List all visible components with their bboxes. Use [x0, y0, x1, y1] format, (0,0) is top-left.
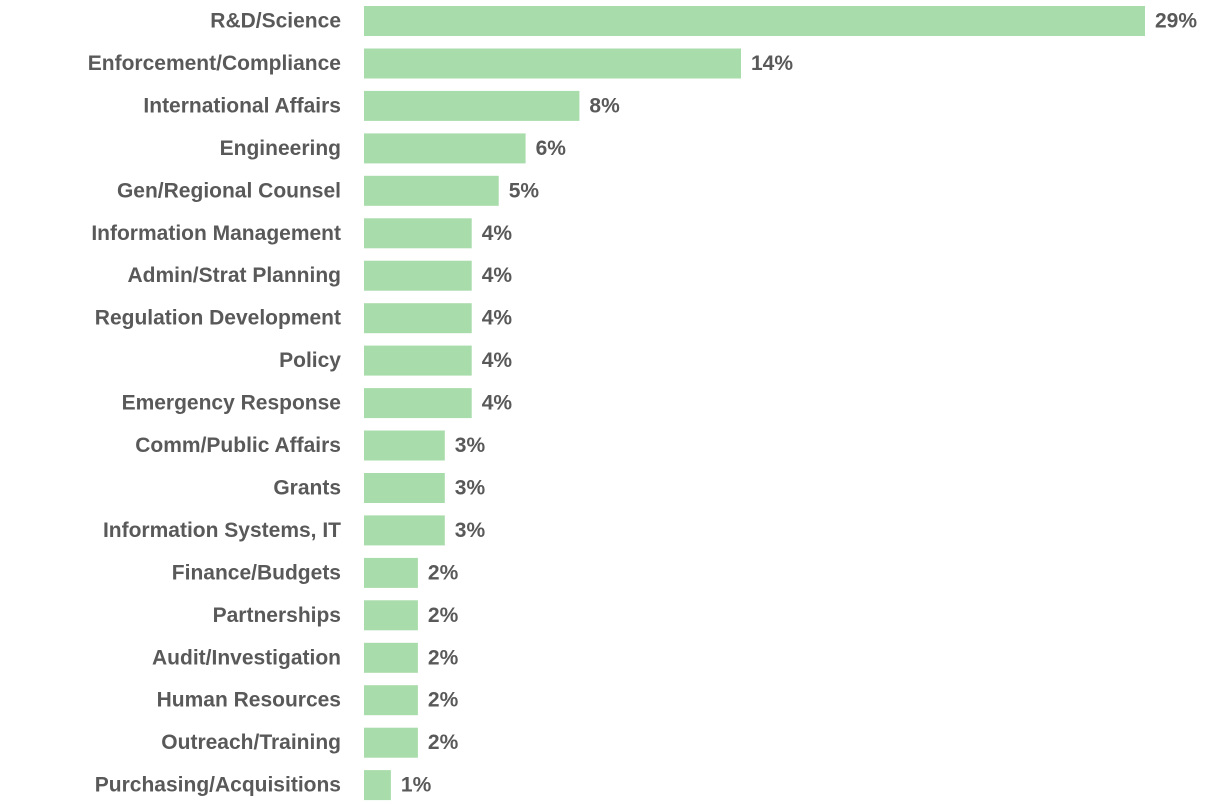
- bar-15: [364, 642, 418, 673]
- bar-12: [364, 515, 445, 546]
- bar-4: [364, 175, 499, 206]
- bar-14: [364, 600, 418, 631]
- category-label-13: Finance/Budgets: [172, 561, 341, 584]
- bar-11: [364, 473, 445, 503]
- category-label-8: Policy: [279, 349, 341, 372]
- bar-18: [364, 770, 391, 801]
- category-label-2: International Affairs: [143, 94, 341, 117]
- category-label-4: Gen/Regional Counsel: [117, 179, 341, 202]
- value-label-2: 8%: [589, 94, 620, 117]
- value-label-16: 2%: [428, 689, 459, 712]
- bar-6: [364, 260, 472, 291]
- value-label-9: 4%: [482, 392, 513, 415]
- value-label-18: 1%: [401, 774, 432, 797]
- bar-16: [364, 685, 418, 716]
- category-label-10: Comm/Public Affairs: [135, 434, 341, 457]
- category-label-5: Information Management: [91, 222, 341, 245]
- bar-1: [364, 48, 741, 79]
- value-label-5: 4%: [482, 222, 513, 245]
- value-label-14: 2%: [428, 604, 459, 627]
- value-label-4: 5%: [509, 179, 540, 202]
- category-label-17: Outreach/Training: [161, 731, 341, 754]
- bar-17: [364, 727, 418, 758]
- value-label-7: 4%: [482, 307, 513, 330]
- category-label-15: Audit/Investigation: [152, 646, 341, 669]
- category-label-12: Information Systems, IT: [103, 519, 341, 542]
- value-labels-group: 29% 14% 8% 6% 5% 4% 4% 4% 4% 4% 3% 3% 3% 2% 2% 2% 2% 2% 1%: [401, 10, 1197, 797]
- value-label-6: 4%: [482, 264, 513, 287]
- value-label-8: 4%: [482, 349, 513, 372]
- value-label-17: 2%: [428, 731, 459, 754]
- value-label-12: 3%: [455, 519, 486, 542]
- category-label-16: Human Resources: [157, 689, 341, 712]
- category-label-6: Admin/Strat Planning: [127, 264, 341, 287]
- bar-13: [364, 557, 418, 588]
- bar-7: [364, 303, 472, 334]
- value-label-1: 14%: [751, 52, 793, 75]
- category-label-0: R&D/Science: [210, 10, 341, 33]
- bar-5: [364, 218, 472, 249]
- category-labels-group: R&D/Science Enforcement/Compliance Interna…: [88, 10, 342, 797]
- category-label-3: Engineering: [220, 137, 341, 160]
- bar-10: [364, 430, 445, 461]
- category-label-11: Grants: [273, 477, 341, 500]
- category-label-7: Regulation Development: [95, 307, 341, 330]
- category-label-1: Enforcement/Compliance: [88, 52, 341, 75]
- bar-2: [364, 90, 580, 121]
- bars-group: [364, 6, 1145, 801]
- category-label-14: Partnerships: [213, 604, 341, 627]
- value-label-15: 2%: [428, 646, 459, 669]
- value-label-13: 2%: [428, 561, 459, 584]
- bar-0: [364, 6, 1145, 36]
- bar-8: [364, 345, 472, 376]
- bar-3: [364, 133, 526, 164]
- category-label-9: Emergency Response: [122, 392, 341, 415]
- value-label-10: 3%: [455, 434, 486, 457]
- value-label-11: 3%: [455, 477, 486, 500]
- bar-9: [364, 388, 472, 419]
- category-label-18: Purchasing/Acquisitions: [95, 774, 341, 797]
- value-label-3: 6%: [536, 137, 567, 160]
- value-label-0: 29%: [1155, 10, 1197, 33]
